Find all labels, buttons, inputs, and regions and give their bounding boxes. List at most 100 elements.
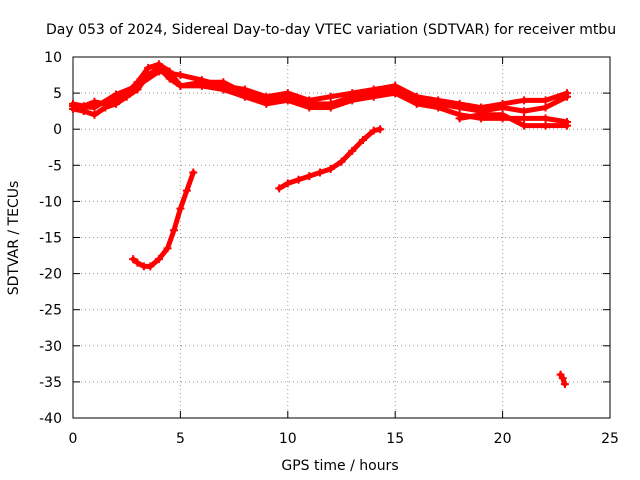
series-rising-segment-2: [275, 125, 385, 193]
series-main-band-3: [69, 67, 572, 112]
y-tick-label: -30: [39, 339, 62, 355]
x-axis-tick-labels: 0 5 10 15 20 25: [69, 431, 619, 447]
y-tick-label: -5: [48, 158, 62, 174]
data-point: [197, 76, 206, 85]
data-point: [275, 184, 284, 193]
data-point: [305, 96, 314, 105]
data-point: [376, 125, 385, 134]
x-tick-label: 15: [386, 431, 404, 447]
y-tick-label: -25: [39, 303, 62, 319]
data-point: [358, 136, 367, 145]
data-point: [283, 96, 292, 105]
x-tick-label: 5: [176, 431, 185, 447]
data-point: [154, 67, 163, 76]
y-tick-label: -20: [39, 267, 62, 283]
data-point: [262, 92, 271, 101]
data-point: [563, 121, 572, 130]
x-tick-label: 25: [601, 431, 619, 447]
data-point: [520, 121, 529, 130]
data-point: [477, 103, 486, 112]
y-tick-label: -10: [39, 194, 62, 210]
data-point: [129, 255, 138, 264]
data-point: [90, 103, 99, 112]
y-tick-label: -40: [39, 411, 62, 427]
x-tick-label: 20: [494, 431, 512, 447]
series-low-segment-3: [556, 370, 569, 389]
data-point: [560, 380, 569, 389]
data-point: [520, 96, 529, 105]
data-point: [337, 157, 346, 166]
data-point: [348, 146, 357, 155]
data-point: [563, 89, 572, 98]
y-axis-label: SDTVAR / TECUs: [6, 181, 22, 296]
data-point: [111, 99, 120, 108]
data-point: [169, 226, 178, 235]
data-point: [541, 103, 550, 112]
x-tick-label: 0: [69, 431, 78, 447]
data-point: [520, 114, 529, 123]
data-point: [498, 99, 507, 108]
data-series-layer: [69, 60, 572, 389]
axis-ticks: [72, 56, 611, 419]
data-point: [101, 103, 110, 112]
data-point: [348, 89, 357, 98]
data-point: [326, 92, 335, 101]
data-point: [369, 126, 378, 135]
y-axis-tick-labels: 10 5 0 -5 -10 -15 -20 -25 -30 -35 -40: [39, 50, 62, 427]
data-point: [369, 92, 378, 101]
data-point: [294, 175, 303, 184]
series-trace: [276, 126, 383, 191]
data-point: [391, 89, 400, 98]
data-point: [455, 99, 464, 108]
y-tick-label: 10: [44, 50, 62, 66]
data-point: [541, 96, 550, 105]
series-dip-segment-1: [129, 168, 198, 271]
data-point: [520, 107, 529, 116]
data-point: [133, 81, 142, 90]
x-axis-label: GPS time / hours: [281, 458, 398, 474]
series-main-band-4: [455, 110, 572, 130]
data-point: [176, 71, 185, 80]
data-point: [154, 255, 163, 264]
data-point: [326, 103, 335, 112]
data-point: [111, 90, 120, 99]
data-point: [326, 164, 335, 173]
data-point: [434, 103, 443, 112]
data-point: [240, 92, 249, 101]
data-point: [558, 374, 567, 383]
data-point: [455, 114, 464, 123]
data-point: [182, 186, 191, 195]
data-point: [391, 81, 400, 90]
data-point: [219, 81, 228, 90]
data-point: [348, 96, 357, 105]
data-point: [122, 92, 131, 101]
data-point: [165, 74, 174, 83]
data-point: [498, 110, 507, 119]
data-point: [412, 92, 421, 101]
y-tick-label: 5: [53, 86, 62, 102]
chart-title: Day 053 of 2024, Sidereal Day-to-day VTE…: [46, 22, 616, 38]
data-point: [176, 81, 185, 90]
data-point: [176, 204, 185, 213]
data-point: [283, 179, 292, 188]
data-point: [541, 121, 550, 130]
data-point: [305, 103, 314, 112]
data-point: [283, 89, 292, 98]
data-point: [240, 85, 249, 94]
data-point: [189, 168, 198, 177]
data-point: [144, 63, 153, 72]
data-point: [369, 85, 378, 94]
y-tick-label: -35: [39, 375, 62, 391]
data-point: [412, 99, 421, 108]
data-point: [305, 172, 314, 181]
data-point: [262, 99, 271, 108]
data-point: [541, 114, 550, 123]
data-point: [163, 244, 172, 253]
data-point: [434, 96, 443, 105]
data-point: [477, 110, 486, 119]
x-tick-label: 10: [279, 431, 297, 447]
data-point: [69, 102, 77, 111]
y-tick-label: -15: [39, 231, 62, 247]
data-point: [146, 262, 155, 271]
